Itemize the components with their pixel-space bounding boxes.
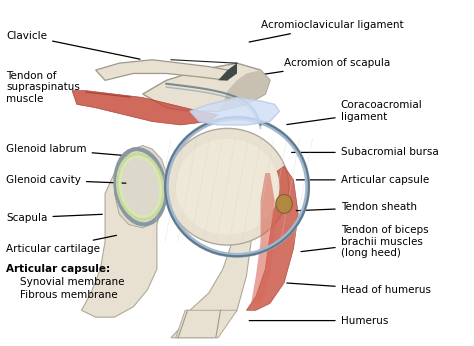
Text: Head of humerus: Head of humerus <box>287 283 431 295</box>
Polygon shape <box>218 63 237 80</box>
Text: Glenoid labrum: Glenoid labrum <box>6 144 126 156</box>
Text: Humerus: Humerus <box>249 316 388 326</box>
Text: Acromioclavicular ligament: Acromioclavicular ligament <box>249 20 403 42</box>
Text: Tendon of biceps
brachii muscles
(long heed): Tendon of biceps brachii muscles (long h… <box>301 225 428 258</box>
Text: Coracoacromial
ligament: Coracoacromial ligament <box>287 100 422 125</box>
Text: Articular cartilage: Articular cartilage <box>6 235 117 254</box>
Text: Fibrous membrane: Fibrous membrane <box>20 290 118 300</box>
Text: Synovial membrane: Synovial membrane <box>20 277 125 287</box>
Text: Tendon of
supraspinatus
muscle: Tendon of supraspinatus muscle <box>6 71 130 104</box>
Text: Glenoid cavity: Glenoid cavity <box>6 175 126 185</box>
Text: Subacromial bursa: Subacromial bursa <box>292 147 438 157</box>
Ellipse shape <box>276 194 292 213</box>
Polygon shape <box>176 310 237 338</box>
Polygon shape <box>171 214 251 338</box>
Text: Clavicle: Clavicle <box>6 31 140 59</box>
Polygon shape <box>246 166 298 310</box>
Polygon shape <box>190 98 279 125</box>
Text: Articular capsule:: Articular capsule: <box>6 264 110 274</box>
Polygon shape <box>251 173 275 303</box>
Text: Tendon sheath: Tendon sheath <box>296 202 417 212</box>
Polygon shape <box>72 91 218 125</box>
Polygon shape <box>143 63 270 111</box>
Polygon shape <box>218 70 270 111</box>
Ellipse shape <box>166 128 289 245</box>
Text: Scapula: Scapula <box>6 213 102 222</box>
Polygon shape <box>96 60 228 80</box>
Polygon shape <box>115 146 166 228</box>
Polygon shape <box>82 149 166 317</box>
Text: Articular capsule: Articular capsule <box>296 175 429 185</box>
Ellipse shape <box>176 139 279 235</box>
Text: Acromion of scapula: Acromion of scapula <box>249 58 391 76</box>
